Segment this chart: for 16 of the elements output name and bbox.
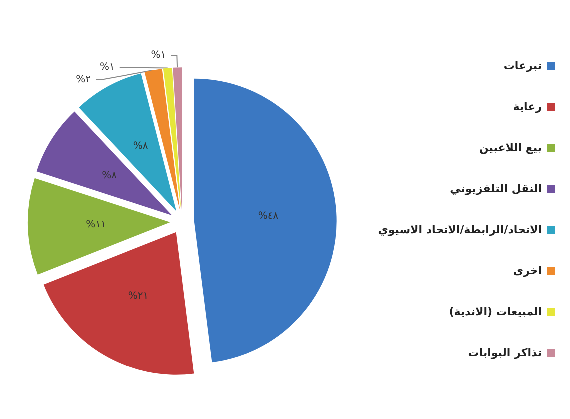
- data-label: %٤٨: [258, 211, 280, 222]
- legend-label: الاتحاد/الرابطة/الاتحاد الاسيوي: [378, 224, 542, 236]
- data-label: %١: [151, 50, 166, 62]
- data-label: %٢١: [128, 290, 149, 302]
- data-label: %١١: [86, 219, 106, 230]
- data-label: %١: [100, 62, 115, 74]
- legend-label: بيع اللاعبين: [479, 142, 542, 154]
- legend-label: المبيعات (الاندية): [449, 306, 542, 318]
- legend-label: اخرى: [513, 264, 542, 278]
- data-label: %٢: [76, 74, 92, 86]
- legend-label: رعاية: [513, 100, 542, 114]
- data-label: %٨: [102, 170, 118, 182]
- legend-label: تذاكر البوابات: [468, 346, 542, 360]
- data-label: %٨: [133, 141, 149, 152]
- legend-label: النقل التلفزيوني: [450, 182, 542, 196]
- legend-label: تبرعات: [504, 60, 542, 72]
